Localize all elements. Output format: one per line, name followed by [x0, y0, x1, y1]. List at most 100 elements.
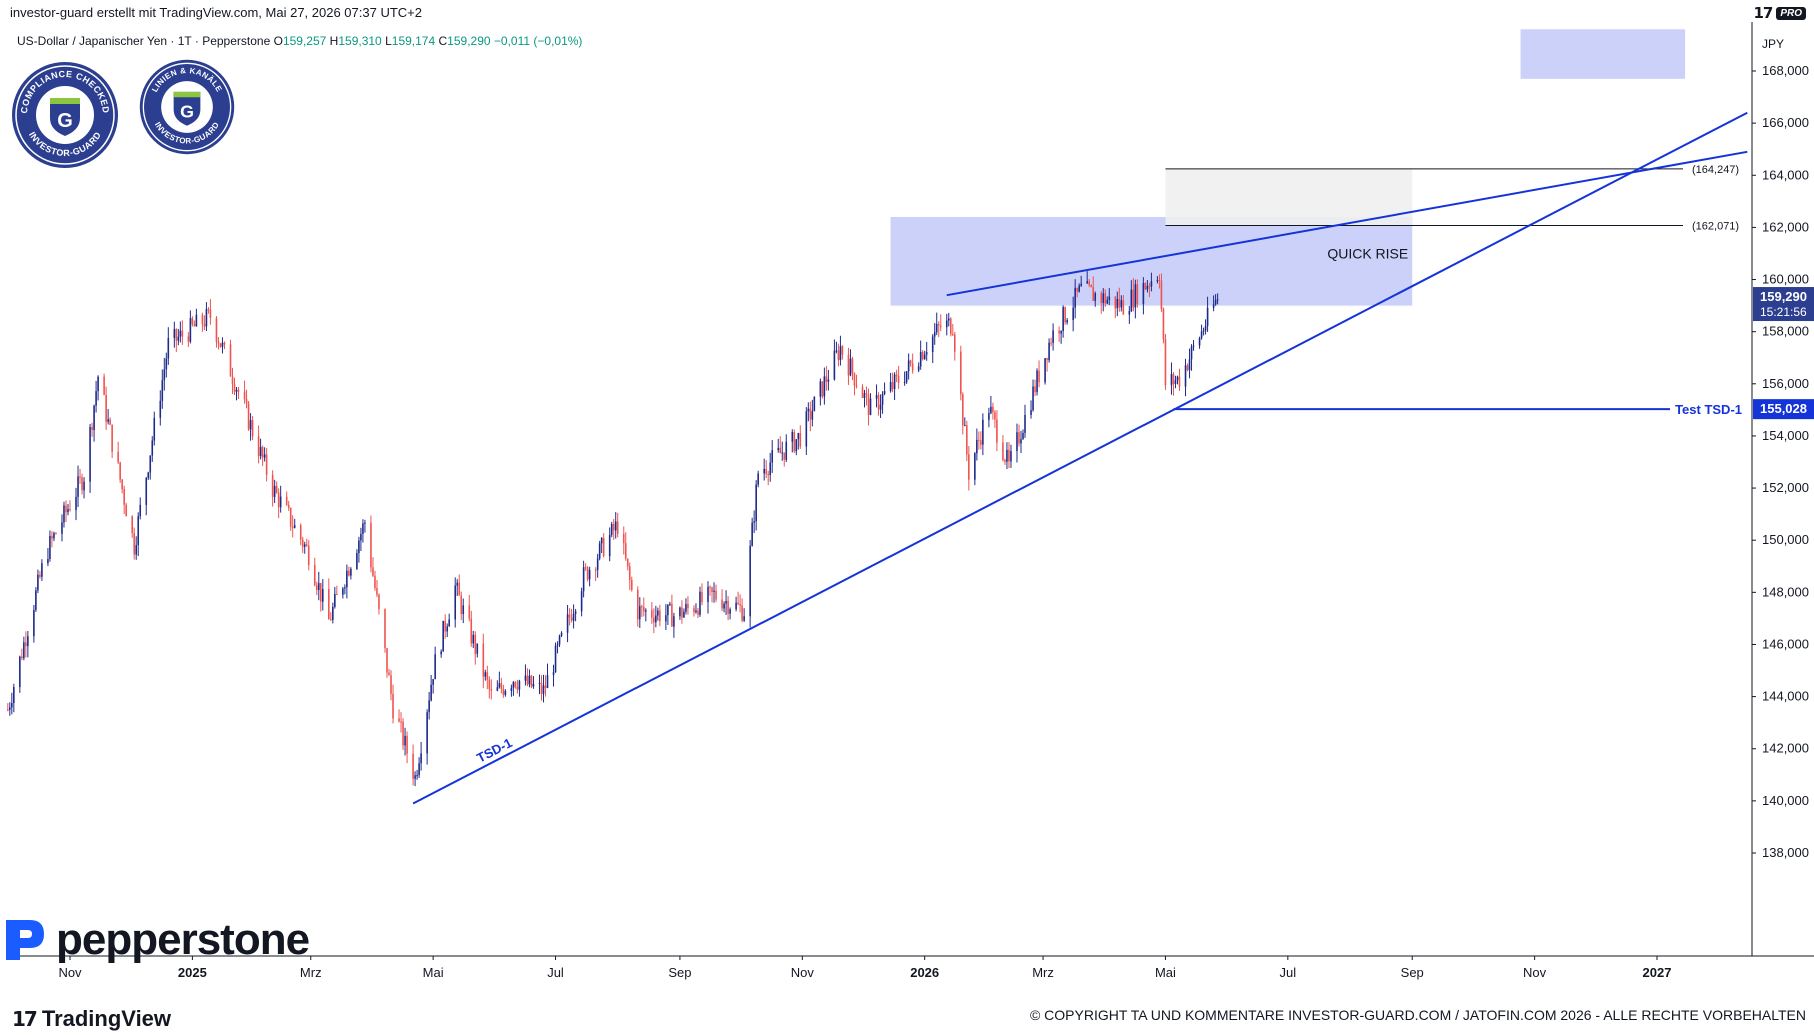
candle-body [1102, 293, 1105, 303]
candle-body [374, 575, 376, 589]
candle [558, 634, 561, 648]
candle-body [851, 358, 854, 374]
y-tick-label: 158,000 [1762, 324, 1809, 339]
candle-body [622, 533, 625, 544]
candle-body [1118, 298, 1121, 308]
candle [951, 323, 954, 336]
candle-body [974, 453, 976, 480]
candle-body [795, 439, 798, 452]
symbol-legend[interactable]: US-Dollar / Japanischer Yen · 1T · Peppe… [17, 34, 582, 48]
candle [1016, 423, 1018, 463]
candle-body [925, 352, 928, 355]
candle-body [512, 682, 515, 688]
candle-body [139, 504, 142, 517]
candle [1132, 278, 1135, 312]
candle-body [123, 489, 125, 505]
candle-body [97, 376, 99, 392]
candle-body [420, 753, 422, 764]
candle-body [713, 590, 715, 592]
candle-body [976, 439, 978, 454]
candle [1108, 288, 1111, 306]
candle [404, 727, 406, 756]
candle-body [49, 535, 51, 559]
close-label: C [438, 34, 448, 48]
candle-body [81, 477, 83, 491]
candle [119, 461, 121, 483]
candle-body [616, 521, 619, 534]
candle-body [630, 580, 633, 590]
candle [811, 399, 814, 427]
candle [456, 579, 459, 596]
candle [145, 476, 148, 516]
candle-body [881, 393, 884, 405]
x-tick-label: Sep [1401, 965, 1424, 980]
candle [805, 407, 808, 456]
candle [257, 425, 260, 464]
candle [1216, 293, 1219, 305]
candle-body [869, 398, 872, 415]
axis-layer: JPY 138,000 140,000 142,000 144,000 146,000 14… [8, 22, 1814, 980]
candle [1006, 442, 1008, 470]
candle [107, 409, 109, 425]
candle-body [574, 611, 577, 614]
candle-body [271, 474, 274, 497]
candle-body [293, 525, 296, 528]
candle [1038, 360, 1040, 388]
candle-body [568, 614, 571, 618]
candle-body [350, 568, 352, 576]
candle [386, 648, 388, 678]
fib-zone [1165, 168, 1413, 226]
candle-body [907, 360, 910, 372]
candle [574, 608, 577, 622]
candle-body [195, 314, 198, 327]
candle [1204, 319, 1207, 335]
candle [723, 601, 725, 613]
candle [1198, 336, 1201, 349]
candle-body [344, 587, 346, 589]
candle-body [360, 533, 362, 541]
candle-body [289, 507, 292, 527]
candle-body [165, 358, 168, 370]
candle-body [659, 610, 661, 622]
candle-body [883, 391, 886, 394]
candle-body [279, 496, 282, 508]
candle-body [35, 590, 37, 610]
candle [630, 576, 633, 592]
candle-body [105, 394, 107, 422]
candle [488, 676, 491, 699]
candle-body [205, 309, 208, 327]
candle [103, 373, 105, 396]
candle-body [725, 600, 727, 604]
candle-body [809, 408, 812, 420]
candle-body [251, 420, 254, 437]
candle-body [317, 583, 320, 591]
candle-body [261, 447, 264, 458]
candle [546, 663, 549, 689]
candle-body [1104, 293, 1107, 304]
candle [741, 598, 743, 623]
candle-body [67, 509, 69, 513]
candle-body [348, 570, 350, 576]
candle-body [743, 616, 745, 621]
candle [988, 407, 990, 428]
high-label: H [329, 34, 339, 48]
candle [966, 420, 968, 462]
candle [392, 684, 394, 724]
y-tick-label: 144,000 [1762, 689, 1809, 704]
candle [133, 527, 136, 560]
candle [911, 353, 914, 374]
candle-body [518, 680, 521, 690]
candle-body [1134, 284, 1137, 308]
candle-body [935, 323, 938, 333]
candle-body [390, 675, 392, 694]
candle [27, 631, 29, 658]
candle [785, 434, 788, 463]
candle [137, 512, 140, 557]
candle-body [378, 594, 380, 610]
candle-body [468, 605, 471, 619]
candle [793, 429, 796, 454]
svg-text:G: G [180, 102, 194, 122]
candle [47, 548, 49, 567]
tradingview-footer-logo[interactable]: 17 TradingView [12, 1006, 171, 1032]
